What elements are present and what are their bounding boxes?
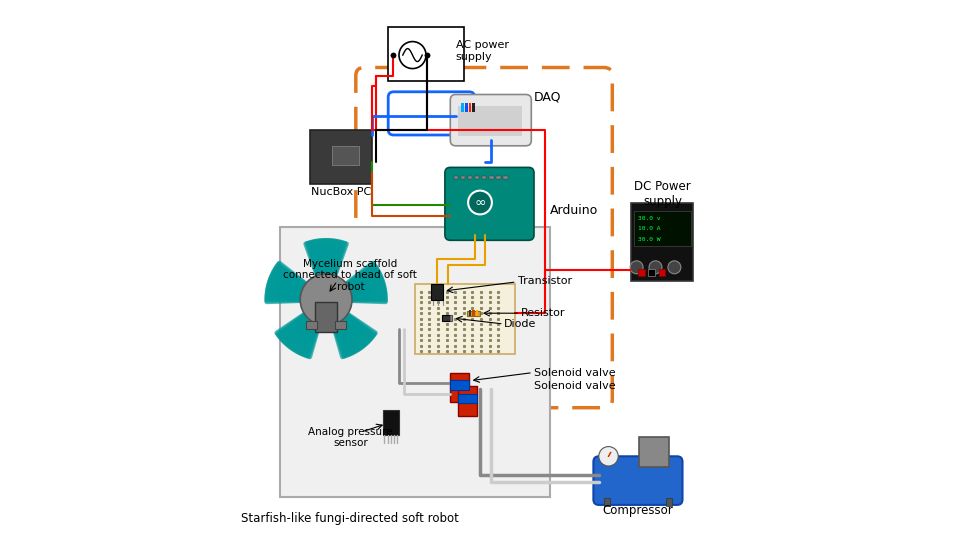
FancyBboxPatch shape [482,176,487,179]
Circle shape [630,261,643,274]
Text: 30.0 W: 30.0 W [637,237,660,242]
FancyBboxPatch shape [459,394,477,403]
Text: Compressor: Compressor [603,504,674,517]
Text: NucBox PC: NucBox PC [311,187,372,197]
FancyBboxPatch shape [476,310,478,316]
FancyBboxPatch shape [593,456,683,505]
FancyBboxPatch shape [503,176,508,179]
FancyBboxPatch shape [472,103,475,112]
FancyBboxPatch shape [465,103,468,112]
Text: Analog pressure
sensor: Analog pressure sensor [308,427,393,448]
FancyBboxPatch shape [472,310,474,316]
Text: AC power
supply: AC power supply [456,40,509,62]
FancyBboxPatch shape [450,380,469,390]
FancyBboxPatch shape [415,284,516,354]
FancyBboxPatch shape [468,310,470,316]
Text: DAQ: DAQ [534,91,562,104]
FancyBboxPatch shape [632,202,693,281]
FancyBboxPatch shape [634,211,690,246]
Text: Solenoid valve: Solenoid valve [534,381,615,391]
FancyBboxPatch shape [461,103,464,112]
FancyBboxPatch shape [335,321,347,329]
FancyBboxPatch shape [638,269,645,276]
FancyBboxPatch shape [604,498,610,506]
FancyBboxPatch shape [468,176,472,179]
FancyBboxPatch shape [666,498,672,506]
FancyBboxPatch shape [443,315,452,321]
Text: Transistor: Transistor [517,276,572,286]
FancyBboxPatch shape [659,269,665,276]
FancyBboxPatch shape [450,94,531,146]
Text: ∞: ∞ [474,195,486,210]
FancyBboxPatch shape [649,269,655,276]
FancyBboxPatch shape [383,410,399,435]
Circle shape [300,274,352,326]
FancyBboxPatch shape [310,130,372,184]
Circle shape [468,191,492,214]
Circle shape [399,42,426,69]
Text: DC Power
supply: DC Power supply [635,180,691,208]
FancyBboxPatch shape [459,386,477,416]
FancyBboxPatch shape [459,106,522,136]
FancyBboxPatch shape [450,373,469,402]
FancyBboxPatch shape [467,310,480,316]
FancyBboxPatch shape [306,321,317,329]
FancyBboxPatch shape [468,103,471,112]
FancyBboxPatch shape [639,437,669,467]
FancyBboxPatch shape [450,315,452,321]
FancyBboxPatch shape [490,176,493,179]
Text: 30.0 v: 30.0 v [637,215,660,221]
Text: Arduino: Arduino [550,204,598,217]
Circle shape [599,447,618,466]
Text: Solenoid valve: Solenoid valve [534,368,615,377]
Text: Resistor: Resistor [520,308,565,318]
Circle shape [668,261,681,274]
FancyBboxPatch shape [331,146,358,165]
FancyBboxPatch shape [280,227,550,497]
FancyBboxPatch shape [496,176,500,179]
Text: Starfish-like fungi-directed soft robot: Starfish-like fungi-directed soft robot [242,512,459,525]
FancyBboxPatch shape [431,284,444,300]
Text: Diode: Diode [504,319,537,329]
Circle shape [649,261,662,274]
FancyBboxPatch shape [475,176,479,179]
FancyBboxPatch shape [315,302,337,332]
Text: Mycelium scaffold
connected to head of soft
robot: Mycelium scaffold connected to head of s… [283,259,418,292]
FancyBboxPatch shape [388,27,464,81]
FancyBboxPatch shape [454,176,459,179]
Text: 10.0 A: 10.0 A [637,226,660,232]
FancyBboxPatch shape [444,167,534,240]
FancyBboxPatch shape [461,176,466,179]
